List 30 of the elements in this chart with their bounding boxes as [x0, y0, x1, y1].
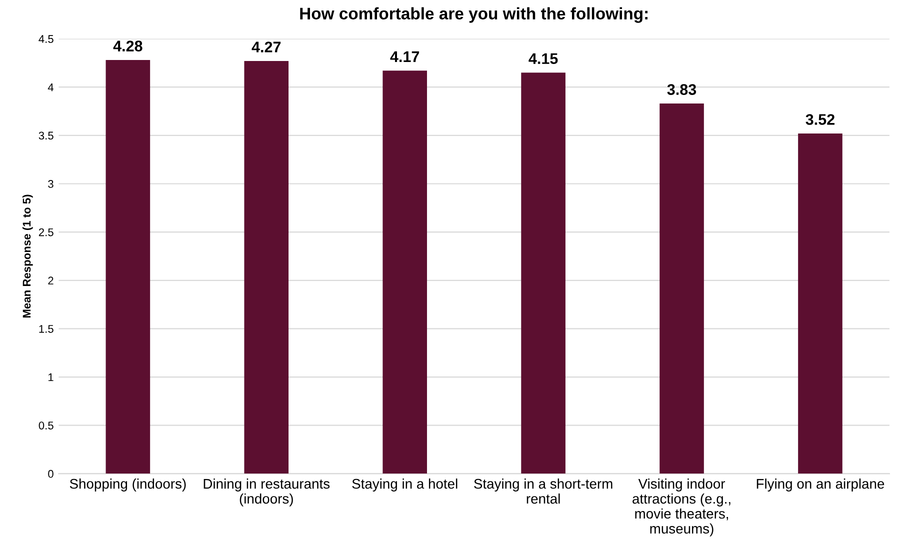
- y-tick-label: 0: [48, 470, 54, 478]
- data-label: 4.15: [528, 53, 558, 64]
- bar: [798, 133, 842, 474]
- data-label: 4.28: [113, 40, 142, 52]
- x-tick-label: Dining in restaurants (indoors): [204, 478, 330, 506]
- x-tick-label: Visiting indoor attractions (e.g., movie theaters, museums): [632, 478, 730, 536]
- y-tick-label: 1.5: [39, 325, 54, 333]
- y-tick-label: 3: [48, 180, 54, 188]
- data-label: 4.27: [252, 42, 281, 52]
- y-tick-label: 0.5: [38, 422, 54, 430]
- y-tick-label: 4: [48, 83, 54, 92]
- bar: [521, 72, 566, 474]
- y-tick-label: 1: [48, 373, 54, 382]
- y-tick-label: 3.5: [38, 132, 54, 140]
- x-tick-label: Flying on an airplane: [756, 478, 884, 492]
- bar: [660, 104, 704, 474]
- y-tick-label: 2: [48, 276, 54, 284]
- y-axis-title: Mean Response (1 to 5): [22, 194, 33, 318]
- x-tick-label: Staying in a hotel: [352, 478, 458, 492]
- bar: [244, 61, 289, 474]
- x-tick-label: Staying in a short-term rental: [474, 478, 612, 504]
- x-tick-label: Shopping (indoors): [70, 478, 186, 492]
- chart-title: How comfortable are you with the following:: [300, 7, 648, 23]
- y-tick-label: 2.5: [38, 228, 54, 236]
- y-tick-label: 4.5: [38, 35, 54, 43]
- bar: [106, 60, 150, 474]
- data-label: 3.52: [806, 114, 834, 125]
- data-label: 4.17: [390, 51, 420, 62]
- bar: [382, 70, 427, 474]
- data-label: 3.83: [667, 84, 696, 95]
